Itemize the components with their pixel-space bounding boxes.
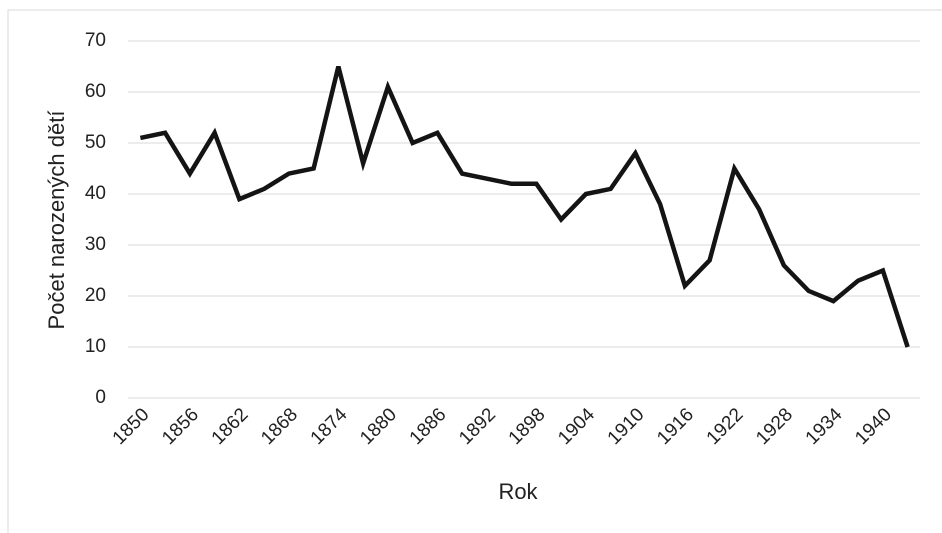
x-tick-label: 1940 xyxy=(851,404,896,449)
x-tick-label: 1934 xyxy=(802,404,847,449)
x-tick-label: 1868 xyxy=(257,404,302,449)
y-tick-label: 70 xyxy=(85,30,106,51)
x-tick-label: 1892 xyxy=(455,404,500,449)
x-tick-label: 1856 xyxy=(158,404,203,449)
x-tick-label: 1922 xyxy=(703,404,748,449)
y-tick-label: 60 xyxy=(85,81,106,102)
x-tick-label: 1850 xyxy=(109,404,154,449)
y-tick-label: 10 xyxy=(85,336,106,357)
chart-frame xyxy=(7,9,942,533)
x-tick-label: 1904 xyxy=(554,404,599,449)
y-tick-label: 50 xyxy=(85,132,106,153)
x-tick-label: 1928 xyxy=(752,404,797,449)
x-tick-label: 1916 xyxy=(653,404,698,449)
x-tick-label: 1862 xyxy=(208,404,253,449)
y-tick-label: 30 xyxy=(85,234,106,255)
y-axis-label: Počet narozených dětí xyxy=(44,111,69,330)
line-series xyxy=(139,65,910,348)
x-axis-label: Rok xyxy=(498,479,538,504)
x-tick-label: 1874 xyxy=(307,404,352,449)
y-tick-label: 40 xyxy=(85,183,106,204)
y-tick-label: 0 xyxy=(95,387,106,408)
x-tick-label: 1886 xyxy=(406,404,451,449)
x-tick-label: 1880 xyxy=(356,404,401,449)
x-tick-label: 1910 xyxy=(604,404,649,449)
x-tick-label: 1898 xyxy=(505,404,550,449)
y-tick-label: 20 xyxy=(85,285,106,306)
